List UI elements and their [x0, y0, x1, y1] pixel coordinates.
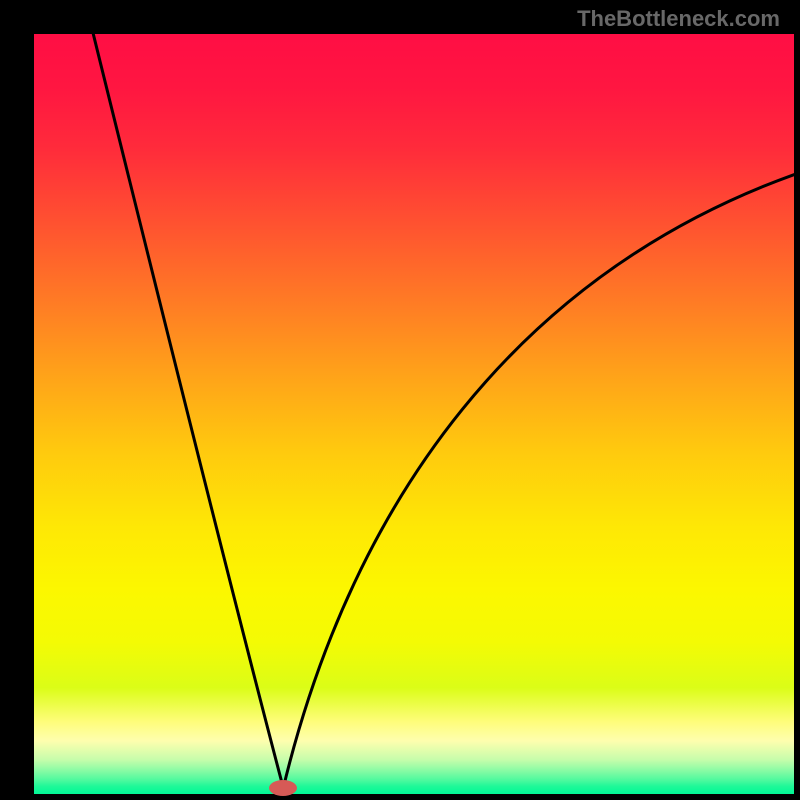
- chart-container: TheBottleneck.com: [0, 0, 800, 800]
- cusp-marker: [267, 778, 299, 798]
- watermark-text: TheBottleneck.com: [577, 6, 780, 32]
- bottleneck-curve: [34, 34, 794, 794]
- plot-area: [34, 34, 794, 794]
